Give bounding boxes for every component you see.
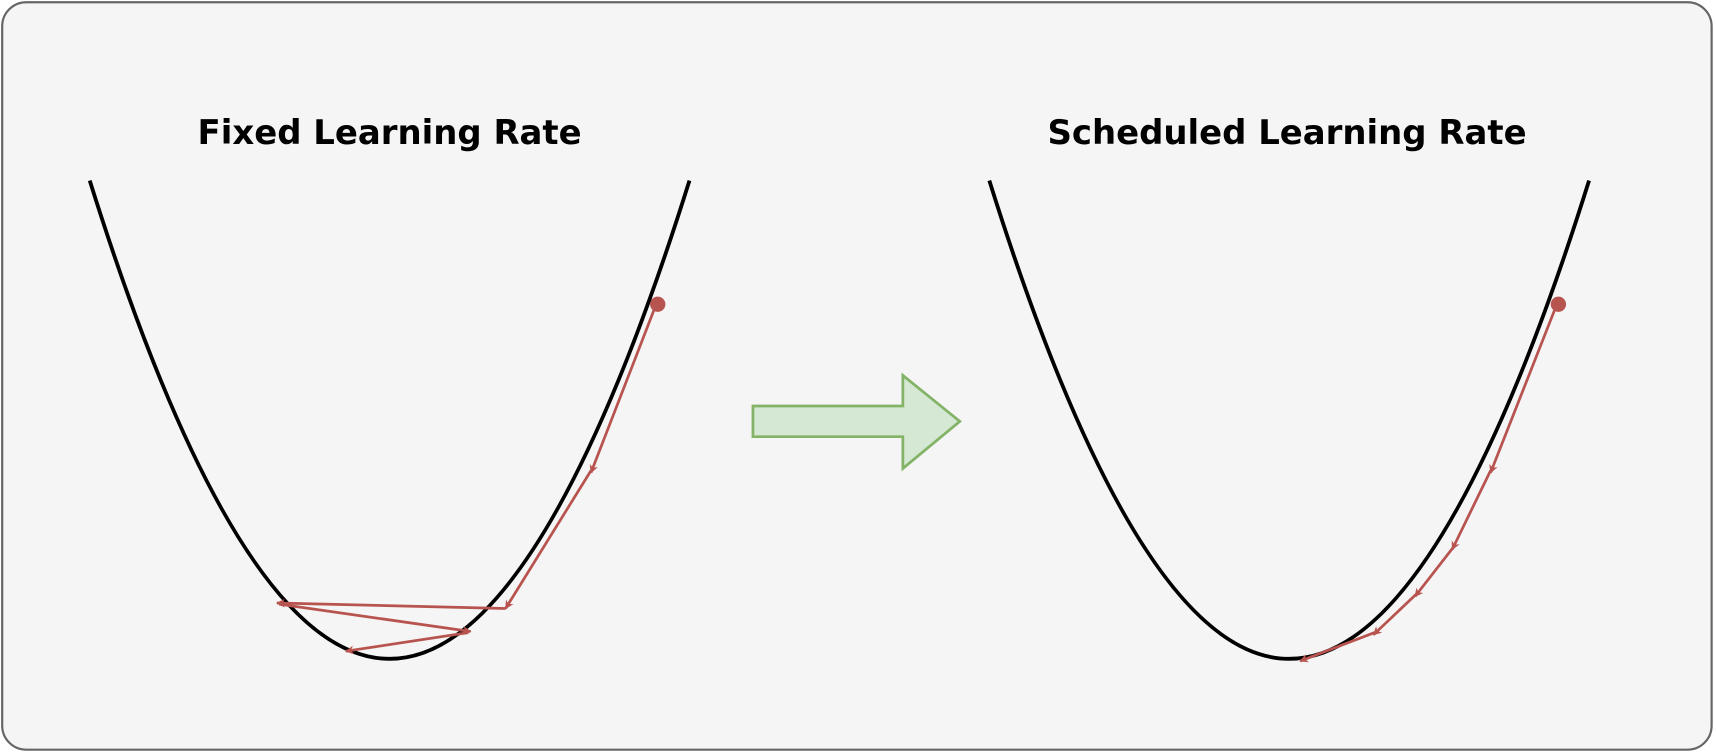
step-arrow — [1451, 470, 1492, 551]
fixed-steps — [276, 302, 658, 655]
step-arrow — [1489, 302, 1559, 474]
panel-title: Scheduled Learning Rate — [1047, 113, 1526, 152]
step-arrow — [276, 598, 506, 610]
start-point — [650, 296, 666, 312]
step-arrow — [1413, 546, 1455, 598]
panel-title: Fixed Learning Rate — [198, 113, 582, 152]
step-arrow — [1299, 631, 1376, 663]
loss-curve — [87, 180, 692, 661]
loss-curve — [987, 180, 1591, 661]
start-point — [1550, 296, 1567, 312]
step-arrow — [589, 302, 658, 474]
step-arrow — [344, 631, 469, 655]
step-arrow — [1372, 593, 1418, 636]
transition-arrow — [751, 372, 962, 472]
scheduled-steps — [1299, 302, 1559, 663]
step-arrow — [504, 469, 593, 610]
step-arrow — [278, 602, 472, 635]
